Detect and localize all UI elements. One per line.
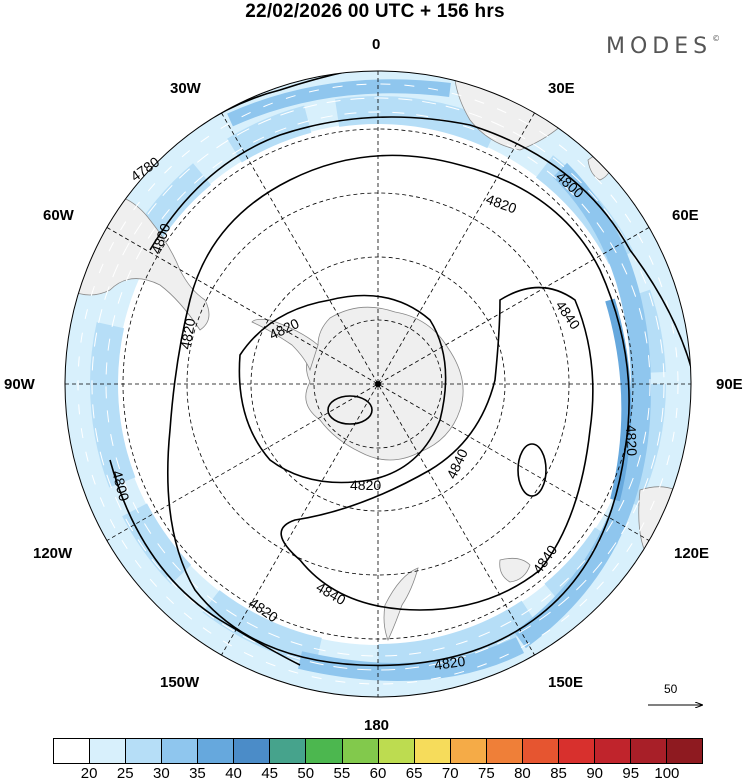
colorbar-label: 45 — [261, 765, 278, 782]
map-boundary — [64, 70, 692, 698]
lon-label-180: 180 — [364, 717, 390, 734]
contour-label-4820-nw: 4820 — [177, 317, 198, 351]
wind-shading-core-south — [297, 636, 525, 681]
colorbar-cell — [342, 739, 379, 763]
contour-4820-ring — [166, 154, 630, 667]
contour-label-4820-e: 4820 — [623, 425, 640, 457]
contour-4800-outer — [149, 116, 691, 411]
colorbar-cell — [558, 739, 595, 763]
new-zealand-land — [383, 557, 531, 642]
colorbar-label: 95 — [622, 765, 640, 782]
colorbar-label: 100 — [654, 765, 680, 782]
colorbar-label: 85 — [550, 765, 567, 782]
colorbar-label: 80 — [514, 765, 531, 782]
lon-label-120w: 120W — [33, 545, 73, 562]
colorbar-label: 30 — [152, 765, 170, 782]
antarctica-land — [305, 306, 464, 461]
contour-label-4840-ne: 4840 — [553, 298, 584, 333]
contour-label-4820-s: 4820 — [350, 477, 381, 493]
colorbar-cell — [162, 739, 199, 763]
colorbar-cell — [54, 739, 91, 763]
colorbar-cell — [126, 739, 163, 763]
contour-label-4840-s: 4840 — [314, 579, 349, 609]
lon-label-120e: 120E — [674, 545, 710, 562]
lon-label-0: 0 — [372, 36, 381, 53]
colorbar-label: 70 — [441, 765, 459, 782]
colorbar-label: 90 — [586, 765, 603, 782]
contour-low-small — [517, 443, 547, 497]
antarctic-peninsula-land — [251, 318, 319, 372]
contour-label-4800-w: 4800 — [109, 469, 133, 503]
south-pole-marker — [375, 381, 381, 387]
brand-text: MODES — [606, 34, 713, 59]
brand-mark: © — [712, 34, 721, 43]
colorbar-label: 35 — [189, 765, 206, 782]
colorbar-label: 20 — [80, 765, 98, 782]
colorbar-cell — [234, 739, 271, 763]
colorbar-label: 60 — [369, 765, 387, 782]
graticule — [65, 71, 691, 697]
lon-label-60w: 60W — [43, 207, 74, 224]
wind-shading-core-north — [227, 79, 451, 127]
wind-vectors — [77, 83, 679, 685]
contour-label-4820-n: 4820 — [484, 191, 519, 217]
brand-logo: MODES© — [606, 34, 720, 59]
lon-label-30w: 30W — [170, 80, 201, 97]
colorbar-cell — [522, 739, 559, 763]
contour-label-4820-south: 4820 — [433, 653, 466, 673]
australia-land — [638, 486, 691, 581]
lon-label-150e: 150E — [548, 674, 584, 691]
map-title: 22/02/2026 00 UTC + 156 hrs — [245, 1, 505, 22]
contour-label-4840-center: 4840 — [443, 446, 471, 481]
colorbar-cell — [667, 739, 703, 763]
map-content — [65, 71, 691, 697]
colorbar-cell — [90, 739, 127, 763]
colorbar-cell — [450, 739, 487, 763]
colorbar-label: 50 — [297, 765, 315, 782]
lon-label-60e: 60E — [672, 207, 699, 224]
colorbar-label: 40 — [225, 765, 242, 782]
contour-high-small — [327, 395, 373, 425]
colorbar-label: 55 — [333, 765, 351, 782]
colorbar-cell — [306, 739, 343, 763]
colorbar-cell — [270, 739, 307, 763]
colorbar — [53, 738, 703, 764]
contour-4800-west — [109, 459, 301, 666]
colorbar-label: 65 — [405, 765, 423, 782]
colorbar-cell — [414, 739, 451, 763]
colorbar-label: 25 — [116, 765, 134, 782]
lon-label-90e: 90E — [716, 376, 743, 393]
colorbar-cell — [378, 739, 415, 763]
contour-4840 — [280, 286, 594, 611]
lon-label-90w: 90W — [4, 376, 35, 393]
colorbar-cell — [594, 739, 631, 763]
contour-4820-inner — [238, 294, 447, 484]
wind-reference-label: 50 — [664, 682, 678, 696]
colorbar-cell — [486, 739, 523, 763]
colorbar-cell — [198, 739, 235, 763]
lon-label-30e: 30E — [548, 80, 575, 97]
colorbar-label: 75 — [477, 765, 495, 782]
wind-shading-core-east — [514, 162, 651, 649]
lon-label-150w: 150W — [160, 674, 200, 691]
colorbar-cell — [631, 739, 668, 763]
